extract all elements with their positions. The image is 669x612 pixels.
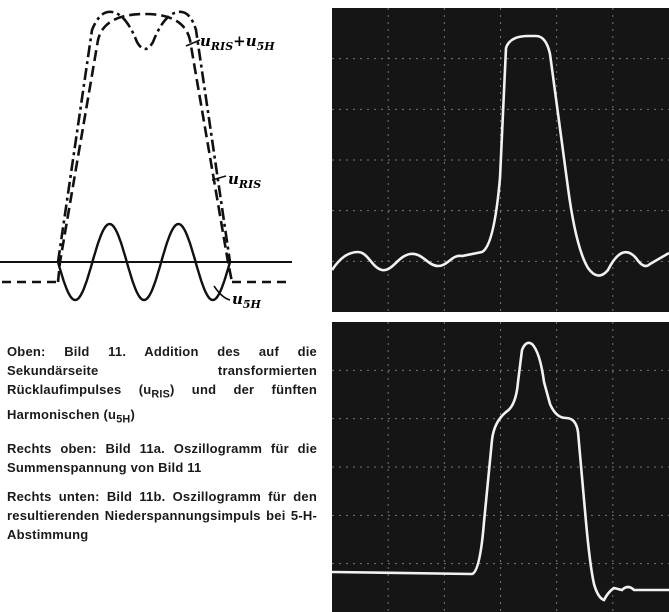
oscillogram-11a-screen <box>332 8 669 312</box>
ris-waveform <box>56 12 234 283</box>
harmonic-waveform <box>56 222 232 302</box>
caption-bild-11a: Rechts oben: Bild 11a. Oszillogramm für … <box>7 441 317 476</box>
caption-bild-11: Oben: Bild 11. Addition des auf die Seku… <box>7 344 317 426</box>
waveform-diagram: uRIS+u5H uRIS u5H <box>0 10 292 311</box>
oscillogram-11b <box>332 322 669 612</box>
ris-leader <box>211 175 227 181</box>
label-sum: uRIS+u5H <box>200 32 275 53</box>
label-h5: u5H <box>232 290 262 311</box>
scope-grid <box>332 322 669 612</box>
figure-captions: Oben: Bild 11. Addition des auf die Seku… <box>7 342 317 554</box>
oscillogram-11a-trace <box>332 34 669 277</box>
oscillogram-11b-trace <box>332 341 669 602</box>
h5-leader <box>213 285 231 301</box>
oscillogram-11a <box>332 8 669 312</box>
label-ris: uRIS <box>228 170 261 191</box>
caption-bild-11b: Rechts unten: Bild 11b. Oszillogramm für… <box>7 489 317 543</box>
oscillogram-11b-screen <box>332 322 669 612</box>
sum-leader <box>185 39 201 47</box>
sum-waveform <box>56 10 232 263</box>
